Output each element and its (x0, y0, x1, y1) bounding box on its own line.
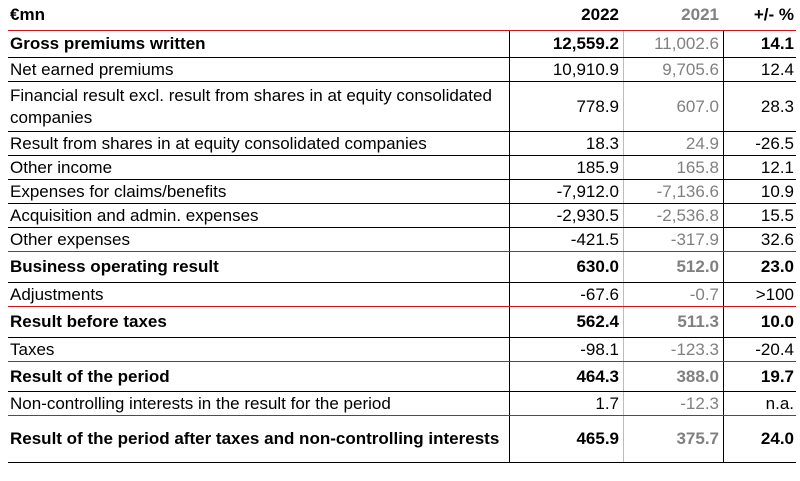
row-value-2021: 165.8 (623, 156, 723, 179)
header-2021: 2021 (681, 5, 719, 24)
row-label: Business operating result (10, 257, 219, 276)
row-change: 23.0 (723, 252, 796, 282)
table-row: Gross premiums written 12,559.2 11,002.6… (8, 31, 796, 58)
row-change: -26.5 (723, 132, 796, 155)
row-change: 19.7 (723, 362, 796, 391)
row-value-2022: 562.4 (509, 307, 623, 337)
row-value-2021: -317.9 (623, 228, 723, 251)
row-value-2022: -421.5 (509, 228, 623, 251)
row-value-2021: -12.3 (623, 392, 723, 415)
table-row: Expenses for claims/benefits -7,912.0 -7… (8, 180, 796, 204)
row-value-2021: -2,536.8 (623, 204, 723, 227)
row-change: 12.4 (723, 58, 796, 81)
row-value-2022: 465.9 (509, 416, 623, 462)
row-value-2021: 9,705.6 (623, 58, 723, 81)
row-value-2021: -7,136.6 (623, 180, 723, 203)
row-label: Expenses for claims/benefits (10, 181, 227, 201)
table-row: Acquisition and admin. expenses -2,930.5… (8, 204, 796, 228)
row-value-2022: 12,559.2 (509, 31, 623, 57)
row-label: Other income (10, 157, 113, 177)
row-label: Result of the period (10, 366, 170, 386)
row-value-2022: 10,910.9 (509, 58, 623, 81)
row-value-2022: 778.9 (509, 82, 623, 131)
row-change: 10.0 (723, 307, 796, 337)
table-row: Adjustments -67.6 -0.7 >100 (8, 283, 796, 307)
row-value-2022: -2,930.5 (509, 204, 623, 227)
row-value-2021: 607.0 (623, 82, 723, 131)
table-row: Result from shares in at equity consolid… (8, 132, 796, 156)
row-value-2021: 511.3 (623, 307, 723, 337)
row-change: 12.1 (723, 156, 796, 179)
row-value-2021: 11,002.6 (623, 31, 723, 57)
row-value-2022: -7,912.0 (509, 180, 623, 203)
row-label: Financial result excl. result from share… (10, 85, 492, 127)
row-value-2022: 18.3 (509, 132, 623, 155)
header-unit: €mn (10, 5, 45, 24)
row-change: 28.3 (723, 82, 796, 131)
row-change: 15.5 (723, 204, 796, 227)
row-change: 24.0 (723, 416, 796, 462)
table-row: Financial result excl. result from share… (8, 82, 796, 132)
row-value-2021: -123.3 (623, 338, 723, 361)
income-statement-table: €mn 2022 2021 +/- % Gross premiums writt… (8, 0, 796, 463)
table-row: Result of the period after taxes and non… (8, 416, 796, 463)
table-row: Taxes -98.1 -123.3 -20.4 (8, 338, 796, 362)
table-header: €mn 2022 2021 +/- % (8, 0, 796, 31)
row-change: 32.6 (723, 228, 796, 251)
row-value-2022: 464.3 (509, 362, 623, 391)
row-label: Result from shares in at equity consolid… (10, 133, 427, 153)
table-row: Result before taxes 562.4 511.3 10.0 (8, 307, 796, 338)
header-change: +/- % (753, 5, 794, 24)
row-change: 14.1 (723, 31, 796, 57)
table-row: Net earned premiums 10,910.9 9,705.6 12.… (8, 58, 796, 82)
row-label: Gross premiums written (10, 34, 206, 53)
row-change: >100 (723, 283, 796, 306)
row-label: Result before taxes (10, 312, 167, 331)
row-value-2022: -67.6 (509, 283, 623, 306)
row-value-2022: 630.0 (509, 252, 623, 282)
row-value-2022: 1.7 (509, 392, 623, 415)
row-change: -20.4 (723, 338, 796, 361)
row-value-2022: -98.1 (509, 338, 623, 361)
header-2022: 2022 (581, 5, 619, 24)
table-row: Non-controlling interests in the result … (8, 392, 796, 416)
row-value-2021: 24.9 (623, 132, 723, 155)
table-row: Result of the period 464.3 388.0 19.7 (8, 362, 796, 392)
row-value-2021: 512.0 (623, 252, 723, 282)
row-value-2021: 388.0 (623, 362, 723, 391)
row-value-2021: -0.7 (623, 283, 723, 306)
table-row: Other income 185.9 165.8 12.1 (8, 156, 796, 180)
row-label: Adjustments (10, 284, 104, 304)
table-row: Other expenses -421.5 -317.9 32.6 (8, 228, 796, 252)
row-label: Other expenses (10, 229, 131, 249)
row-value-2022: 185.9 (509, 156, 623, 179)
table-row: Business operating result 630.0 512.0 23… (8, 252, 796, 283)
row-label: Taxes (10, 339, 55, 359)
row-change: n.a. (723, 392, 796, 415)
row-change: 10.9 (723, 180, 796, 203)
row-label: Net earned premiums (10, 59, 174, 79)
row-value-2021: 375.7 (623, 416, 723, 462)
row-label: Non-controlling interests in the result … (10, 393, 391, 413)
row-label: Acquisition and admin. expenses (10, 205, 259, 225)
row-label: Result of the period after taxes and non… (10, 429, 500, 448)
